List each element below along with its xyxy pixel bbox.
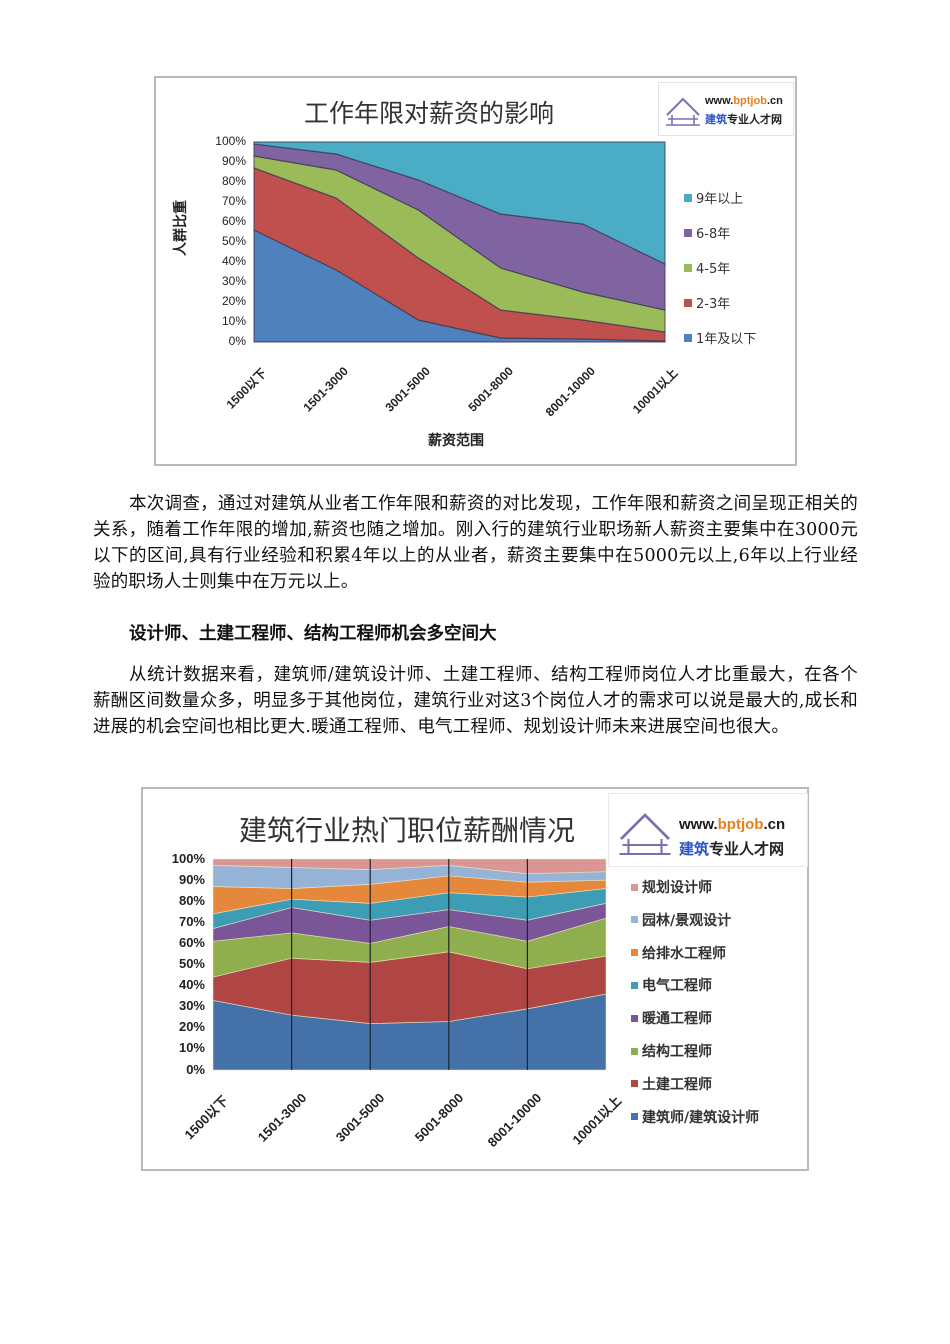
chart-hot-positions-salary: 建筑行业热门职位薪酬情况 www.bptjob.cn 建筑专业人才网 100% 9… bbox=[141, 787, 809, 1171]
legend-item: 2-3年 bbox=[684, 293, 730, 312]
legend-label: 9年以上 bbox=[696, 192, 744, 207]
legend-swatch-icon bbox=[684, 263, 692, 272]
y-tick-label: 40% bbox=[221, 254, 246, 269]
chart-salary-by-experience: 工作年限对薪资的影响 www.bptjob.cn 建筑专业人才网 人群比重 10… bbox=[154, 76, 797, 466]
legend-label: 给排水工程师 bbox=[642, 945, 726, 962]
y-tick-label: 20% bbox=[178, 1019, 205, 1035]
legend-swatch-icon bbox=[631, 1113, 638, 1121]
chart-title: 建筑行业热门职位薪酬情况 bbox=[239, 814, 576, 847]
legend-swatch-icon bbox=[631, 949, 638, 957]
y-tick-label: 30% bbox=[178, 998, 205, 1014]
y-tick-label: 100% bbox=[171, 850, 205, 866]
logo-url: www.bptjob.cn bbox=[705, 95, 783, 107]
area-series bbox=[253, 141, 666, 265]
legend-label: 暖通工程师 bbox=[642, 1011, 712, 1028]
y-tick-label: 70% bbox=[221, 194, 246, 209]
legend-item: 4-5年 bbox=[684, 258, 730, 277]
legend-item: 给排水工程师 bbox=[631, 943, 726, 963]
legend-item: 电气工程师 bbox=[631, 975, 712, 995]
logo-url: www.bptjob.cn bbox=[679, 816, 786, 833]
logo-badge: www.bptjob.cn 建筑专业人才网 bbox=[608, 793, 808, 867]
y-tick-label: 10% bbox=[178, 1040, 205, 1056]
legend-item: 规划设计师 bbox=[631, 877, 712, 897]
legend-swatch-icon bbox=[631, 1047, 638, 1055]
y-tick-label: 50% bbox=[221, 234, 246, 249]
y-tick-label: 70% bbox=[178, 913, 205, 929]
legend-swatch-icon bbox=[631, 883, 638, 891]
legend-swatch-icon bbox=[684, 193, 692, 202]
legend-label: 6-8年 bbox=[696, 227, 731, 242]
house-roof-icon bbox=[619, 813, 671, 856]
legend-item: 园林/景观设计 bbox=[631, 910, 731, 930]
paragraph-experience-salary: 本次调查，通过对建筑从业者工作年限和薪资的对比发现，工作年限和薪资之间呈现正相关… bbox=[93, 494, 858, 592]
legend-label: 建筑师/建筑设计师 bbox=[642, 1109, 760, 1126]
y-tick-label: 60% bbox=[178, 934, 205, 950]
legend-label: 1年及以下 bbox=[696, 332, 757, 347]
logo-subtitle: 建筑专业人才网 bbox=[705, 113, 782, 126]
legend-label: 园林/景观设计 bbox=[642, 912, 732, 929]
y-tick-label: 90% bbox=[178, 871, 205, 887]
legend-swatch-icon bbox=[684, 333, 692, 342]
house-roof-icon bbox=[666, 97, 700, 126]
y-tick-label: 20% bbox=[221, 294, 246, 309]
section-heading: 设计师、土建工程师、结构工程师机会多空间大 bbox=[129, 624, 497, 644]
legend-item: 1年及以下 bbox=[684, 328, 756, 347]
legend-swatch-icon bbox=[684, 298, 692, 307]
legend-item: 9年以上 bbox=[684, 188, 743, 207]
y-tick-label: 80% bbox=[178, 892, 205, 908]
y-tick-label: 90% bbox=[221, 154, 246, 169]
x-axis-title: 薪资范围 bbox=[428, 433, 484, 449]
legend-swatch-icon bbox=[631, 981, 638, 989]
legend-item: 土建工程师 bbox=[631, 1074, 712, 1094]
y-tick-label: 30% bbox=[221, 274, 246, 289]
legend-item: 暖通工程师 bbox=[631, 1008, 712, 1028]
legend-label: 结构工程师 bbox=[642, 1044, 712, 1060]
y-tick-label: 0% bbox=[228, 334, 246, 349]
legend-item: 结构工程师 bbox=[631, 1041, 712, 1061]
y-tick-label: 40% bbox=[178, 977, 205, 993]
legend-label: 规划设计师 bbox=[642, 880, 712, 896]
legend-swatch-icon bbox=[631, 916, 638, 924]
y-tick-label: 100% bbox=[215, 134, 246, 149]
legend-item: 6-8年 bbox=[684, 223, 730, 242]
y-tick-label: 50% bbox=[178, 956, 205, 972]
legend-item: 建筑师/建筑设计师 bbox=[631, 1107, 759, 1127]
stacked-area-plot bbox=[253, 141, 666, 343]
chart-title: 工作年限对薪资的影响 bbox=[304, 99, 555, 128]
legend-label: 土建工程师 bbox=[642, 1076, 712, 1093]
logo-badge: www.bptjob.cn 建筑专业人才网 bbox=[658, 82, 794, 136]
legend-label: 2-3年 bbox=[696, 297, 731, 312]
y-tick-label: 60% bbox=[221, 214, 246, 229]
legend-swatch-icon bbox=[631, 1014, 638, 1022]
logo-subtitle: 建筑专业人才网 bbox=[679, 840, 785, 858]
paragraph-hot-positions: 从统计数据来看，建筑师/建筑设计师、土建工程师、结构工程师岗位人才比重最大，在各… bbox=[93, 665, 858, 737]
stacked-area-plot bbox=[212, 858, 607, 1071]
legend-label: 电气工程师 bbox=[642, 978, 712, 995]
legend-label: 4-5年 bbox=[696, 262, 731, 277]
legend-swatch-icon bbox=[631, 1080, 638, 1088]
legend-swatch-icon bbox=[684, 228, 692, 237]
y-tick-label: 80% bbox=[221, 174, 246, 189]
y-tick-label: 10% bbox=[221, 314, 246, 329]
y-tick-label: 0% bbox=[186, 1061, 205, 1077]
